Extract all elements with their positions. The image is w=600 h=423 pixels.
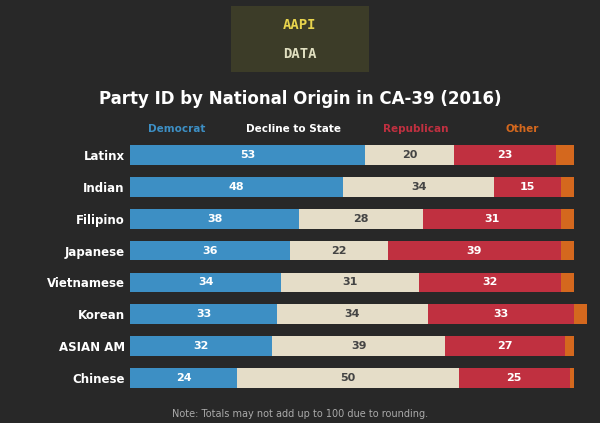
Bar xyxy=(130,209,299,228)
Text: 36: 36 xyxy=(202,246,218,255)
Bar xyxy=(343,177,494,197)
Bar xyxy=(130,368,237,388)
Bar xyxy=(130,241,290,261)
Text: 15: 15 xyxy=(520,182,535,192)
Bar xyxy=(569,368,574,388)
Text: 34: 34 xyxy=(198,277,214,287)
Text: Republican: Republican xyxy=(383,124,449,134)
Bar xyxy=(423,209,561,228)
Text: 39: 39 xyxy=(466,246,482,255)
Text: 25: 25 xyxy=(506,373,522,383)
Bar xyxy=(281,272,419,292)
Text: 32: 32 xyxy=(482,277,497,287)
Bar xyxy=(561,272,574,292)
Text: Decline to State: Decline to State xyxy=(247,124,341,134)
Bar xyxy=(556,145,574,165)
Bar xyxy=(561,177,574,197)
Text: 39: 39 xyxy=(351,341,367,351)
Bar xyxy=(419,272,561,292)
Bar xyxy=(388,241,561,261)
Text: AAPI: AAPI xyxy=(283,18,317,32)
Text: Party ID by National Origin in CA-39 (2016): Party ID by National Origin in CA-39 (20… xyxy=(99,91,501,108)
FancyBboxPatch shape xyxy=(231,6,369,72)
Bar xyxy=(130,336,272,356)
Text: 34: 34 xyxy=(344,309,360,319)
Text: Democrat: Democrat xyxy=(148,124,206,134)
Bar xyxy=(299,209,423,228)
Text: 28: 28 xyxy=(353,214,369,224)
Text: 31: 31 xyxy=(342,277,358,287)
Bar xyxy=(445,336,565,356)
Bar xyxy=(290,241,388,261)
Text: Note: Totals may not add up to 100 due to rounding.: Note: Totals may not add up to 100 due t… xyxy=(172,409,428,419)
Text: Other: Other xyxy=(505,124,539,134)
Bar xyxy=(130,145,365,165)
Bar xyxy=(561,241,574,261)
Text: 23: 23 xyxy=(497,150,513,160)
Bar xyxy=(454,145,556,165)
Text: DATA: DATA xyxy=(283,47,317,60)
Text: 22: 22 xyxy=(331,246,347,255)
Bar xyxy=(565,336,574,356)
Text: 33: 33 xyxy=(196,309,211,319)
Text: 50: 50 xyxy=(340,373,355,383)
Text: 24: 24 xyxy=(176,373,191,383)
Text: 48: 48 xyxy=(229,182,245,192)
Text: 33: 33 xyxy=(493,309,508,319)
Bar xyxy=(458,368,569,388)
Text: 31: 31 xyxy=(484,214,500,224)
Text: 27: 27 xyxy=(497,341,513,351)
Bar xyxy=(237,368,458,388)
Bar xyxy=(130,272,281,292)
Bar xyxy=(428,305,574,324)
Bar xyxy=(574,305,587,324)
Bar xyxy=(130,177,343,197)
Text: 38: 38 xyxy=(207,214,222,224)
Bar xyxy=(272,336,445,356)
Text: 34: 34 xyxy=(411,182,427,192)
Text: 53: 53 xyxy=(240,150,256,160)
Text: 32: 32 xyxy=(194,341,209,351)
Text: 20: 20 xyxy=(402,150,418,160)
Bar xyxy=(130,305,277,324)
Bar xyxy=(561,209,574,228)
Bar xyxy=(277,305,428,324)
Bar xyxy=(494,177,561,197)
Bar xyxy=(365,145,454,165)
